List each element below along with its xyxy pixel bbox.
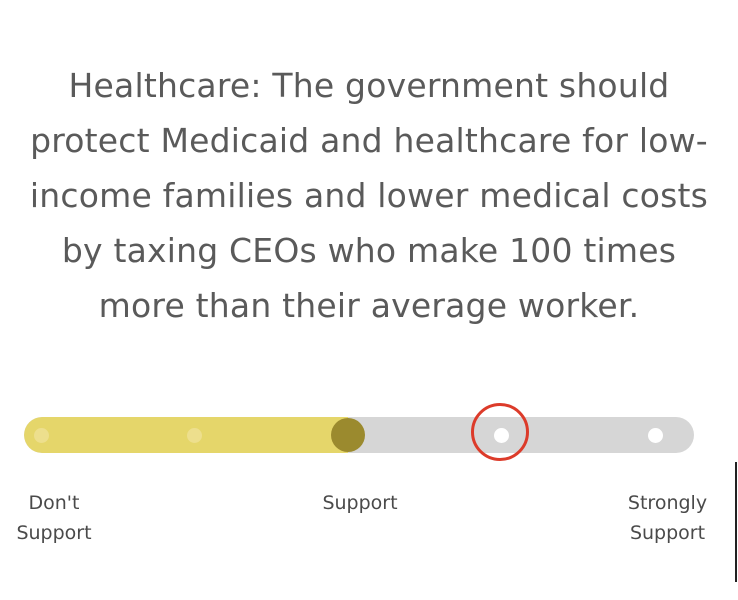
slider-step-2[interactable] (187, 428, 202, 443)
slider-knob[interactable] (331, 418, 365, 452)
highlight-circle-annotation (471, 403, 529, 461)
window-edge-divider (735, 462, 737, 582)
label-dont-support: Don't Support (16, 492, 92, 544)
slider-fill (24, 417, 348, 453)
question-text: Healthcare: The government should protec… (29, 66, 709, 325)
label-strongly-support: Strongly Support (627, 492, 708, 544)
label-support: Support (322, 492, 398, 514)
slider-step-1[interactable] (33, 428, 49, 443)
slider-step-5[interactable] (647, 428, 663, 443)
